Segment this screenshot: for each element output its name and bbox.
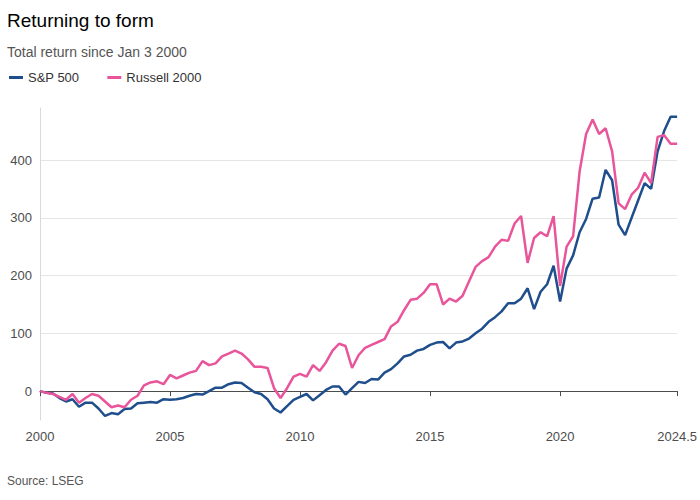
svg-text:100: 100 [10,326,32,341]
svg-text:Returning to form: Returning to form [7,10,154,31]
svg-text:Russell 2000: Russell 2000 [126,70,201,85]
svg-text:S&P 500: S&P 500 [28,70,79,85]
svg-text:2015: 2015 [416,429,445,444]
svg-text:400: 400 [10,153,32,168]
svg-text:Total return since Jan 3 2000: Total return since Jan 3 2000 [7,44,187,60]
svg-text:0: 0 [25,384,32,399]
svg-text:200: 200 [10,268,32,283]
svg-text:2000: 2000 [26,429,55,444]
svg-text:2024.5: 2024.5 [657,429,697,444]
svg-text:Source: LSEG: Source: LSEG [7,474,84,488]
svg-text:2010: 2010 [286,429,315,444]
svg-text:2020: 2020 [546,429,575,444]
svg-text:2005: 2005 [156,429,185,444]
svg-text:300: 300 [10,210,32,225]
